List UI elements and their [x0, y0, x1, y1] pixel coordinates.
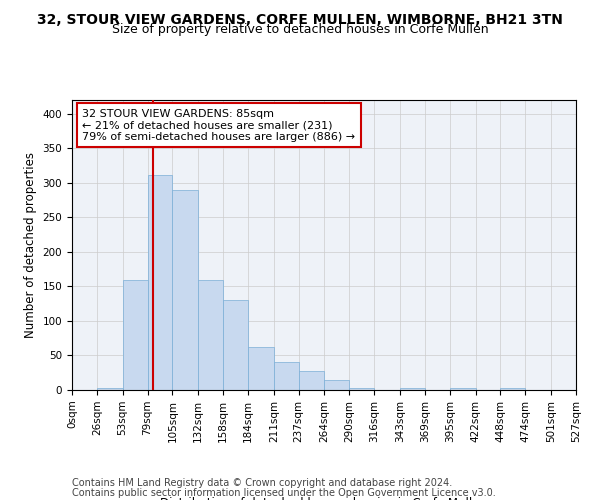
Text: 32, STOUR VIEW GARDENS, CORFE MULLEN, WIMBORNE, BH21 3TN: 32, STOUR VIEW GARDENS, CORFE MULLEN, WI… — [37, 12, 563, 26]
Bar — [198, 280, 223, 390]
Bar — [223, 300, 248, 390]
Y-axis label: Number of detached properties: Number of detached properties — [24, 152, 37, 338]
Text: Contains public sector information licensed under the Open Government Licence v3: Contains public sector information licen… — [72, 488, 496, 498]
Bar — [274, 362, 299, 390]
Bar — [450, 388, 476, 390]
Bar — [122, 280, 148, 390]
X-axis label: Distribution of detached houses by size in Corfe Mullen: Distribution of detached houses by size … — [161, 498, 487, 500]
Bar — [500, 388, 526, 390]
Text: 32 STOUR VIEW GARDENS: 85sqm
← 21% of detached houses are smaller (231)
79% of s: 32 STOUR VIEW GARDENS: 85sqm ← 21% of de… — [82, 108, 355, 142]
Bar — [148, 174, 172, 390]
Bar — [299, 370, 325, 390]
Text: Contains HM Land Registry data © Crown copyright and database right 2024.: Contains HM Land Registry data © Crown c… — [72, 478, 452, 488]
Text: Size of property relative to detached houses in Corfe Mullen: Size of property relative to detached ho… — [112, 22, 488, 36]
Bar — [97, 388, 122, 390]
Bar — [325, 380, 349, 390]
Bar — [349, 388, 374, 390]
Bar — [400, 388, 425, 390]
Bar — [248, 347, 274, 390]
Bar — [172, 190, 198, 390]
